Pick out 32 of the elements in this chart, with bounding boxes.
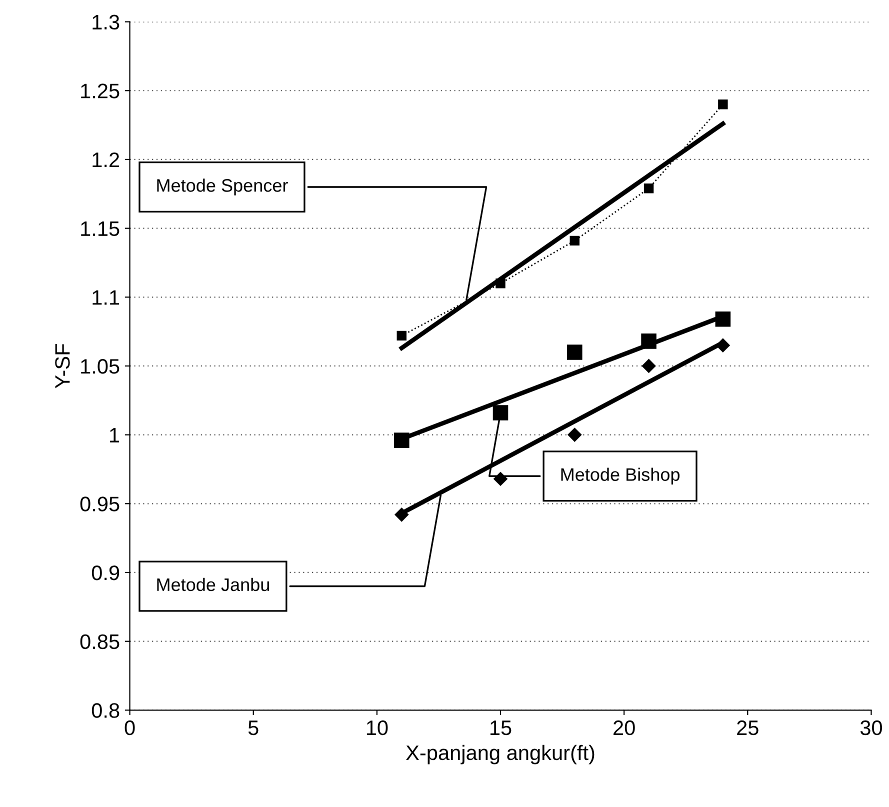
x-tick-label: 10 xyxy=(366,720,388,736)
x-tick-label: 15 xyxy=(490,720,512,736)
y-tick-label: 0.8 xyxy=(92,703,120,718)
x-tick-label: 20 xyxy=(614,720,635,736)
x-axis-title: X-panjang angkur(ft) xyxy=(406,744,594,764)
annotation: Metode Janbu xyxy=(157,578,269,592)
annotation: Metode Bishop xyxy=(561,468,680,485)
y-tick-label: 1.2 xyxy=(92,152,120,168)
y-tick-label: 0.85 xyxy=(80,634,120,650)
y-tick-label: 1.1 xyxy=(92,290,120,305)
point xyxy=(494,472,508,486)
y-tick-label: 1.05 xyxy=(81,358,120,374)
x-tick-label: 0 xyxy=(124,720,135,736)
point xyxy=(396,330,407,341)
y-tick-label: 1.15 xyxy=(81,222,120,236)
y-tick-label: 0.95 xyxy=(80,496,120,512)
x-tick-label: 30 xyxy=(860,720,882,736)
y-tick-label: 0.9 xyxy=(92,565,120,580)
x-tick-label: 25 xyxy=(737,720,758,736)
point xyxy=(642,359,656,373)
point xyxy=(718,100,728,110)
point xyxy=(570,236,580,246)
y-tick-label: 1.3 xyxy=(92,14,120,30)
point xyxy=(644,184,654,194)
y-tick-label: 1.25 xyxy=(81,84,120,98)
y-axis-title: Y-SF xyxy=(55,344,70,388)
x-tick-label: 5 xyxy=(248,720,258,736)
point xyxy=(567,344,582,360)
point xyxy=(568,428,582,442)
point xyxy=(492,405,508,420)
annotation: Metode Spencer xyxy=(157,178,288,196)
y-tick-label: 1 xyxy=(110,428,120,442)
